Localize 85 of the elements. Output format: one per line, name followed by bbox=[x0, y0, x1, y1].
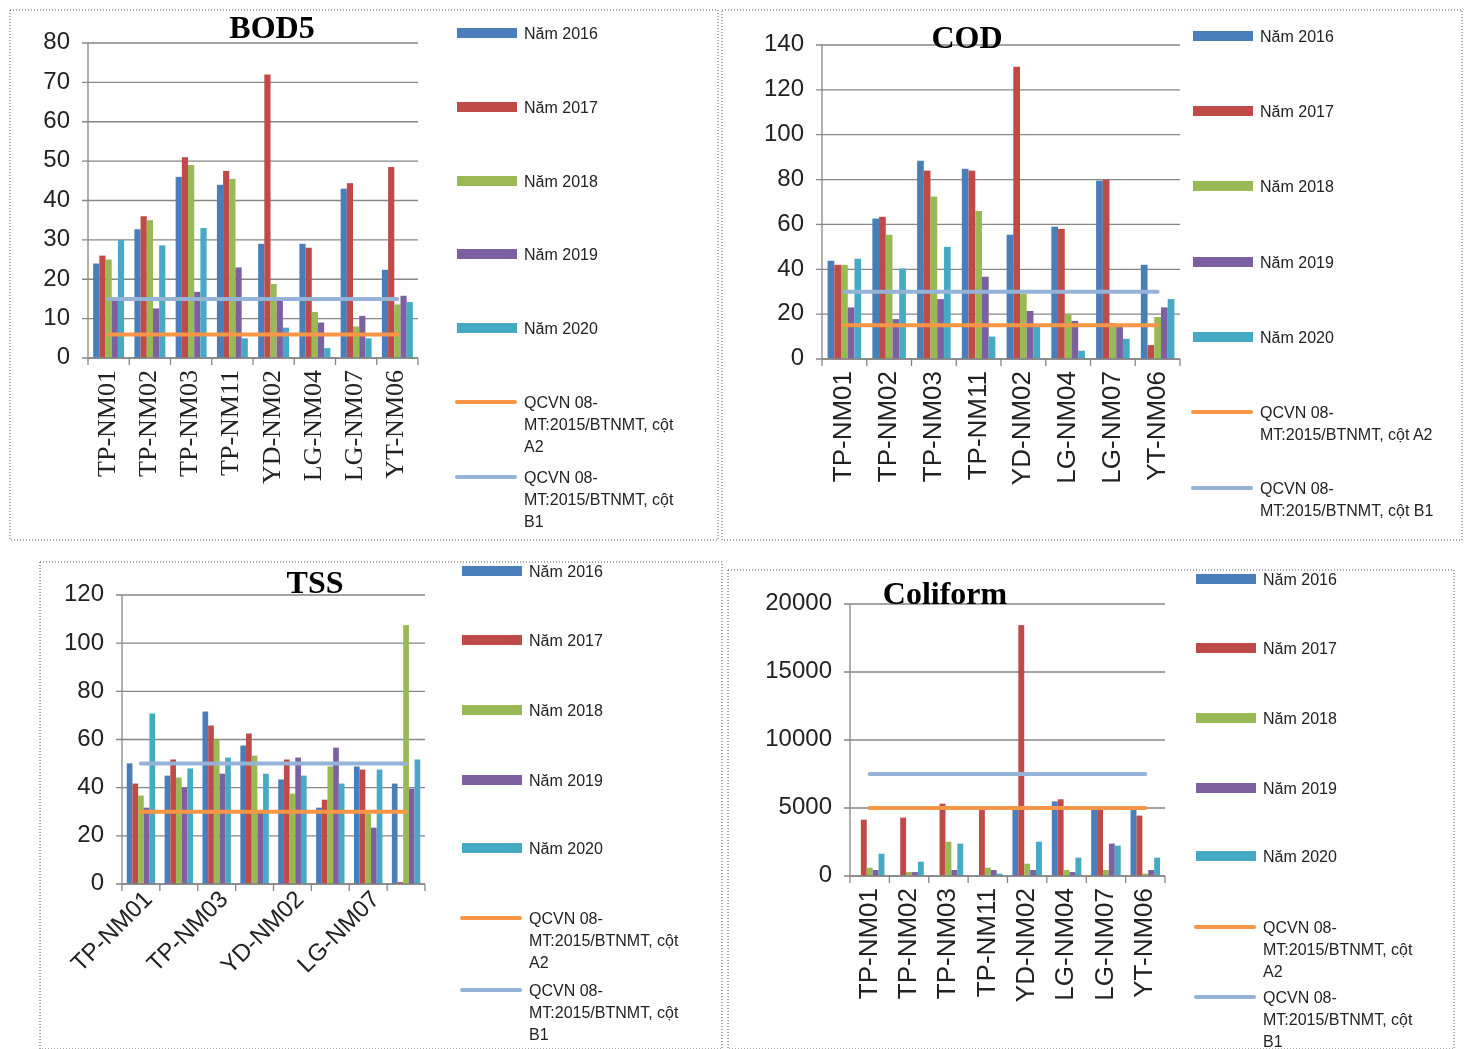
x-tick-label: TP-NM03 bbox=[931, 888, 962, 1000]
y-tick-label: 60 bbox=[77, 723, 104, 751]
x-tick-label: TP-NM01 bbox=[91, 370, 121, 477]
y-tick-label: 80 bbox=[77, 675, 104, 703]
y-tick-label: 0 bbox=[90, 868, 104, 896]
x-tick-label: YT-NM06 bbox=[1128, 888, 1159, 998]
legend-label: QCVN 08-MT:2015/BTNMT, cột A2 bbox=[529, 910, 679, 971]
legend-label: Năm 2017 bbox=[529, 632, 603, 649]
x-tick-label: TP-NM03 bbox=[916, 371, 947, 483]
legend-label: Năm 2018 bbox=[529, 702, 603, 719]
y-tick-label: 10 bbox=[43, 302, 70, 330]
x-tick-label: TP-NM01 bbox=[852, 888, 883, 1000]
legend-label: QCVN 08-MT:2015/BTNMT, cột A2 bbox=[1263, 919, 1413, 980]
x-tick-label: TP-NM03 bbox=[174, 370, 204, 477]
x-tick-label: TP-NM11 bbox=[961, 371, 992, 481]
legend-label: Năm 2016 bbox=[1260, 28, 1334, 45]
legend-label: QCVN 08-MT:2015/BTNMT, cột B1 bbox=[1263, 989, 1413, 1049]
x-tick-label: YD-NM02 bbox=[1010, 888, 1041, 1003]
y-tick-label: 60 bbox=[43, 106, 70, 134]
y-tick-label: 120 bbox=[63, 579, 104, 607]
y-tick-label: 100 bbox=[763, 119, 804, 147]
y-tick-label: 80 bbox=[43, 27, 70, 55]
x-tick-label: TP-NM11 bbox=[970, 888, 1001, 998]
y-tick-label: 120 bbox=[763, 74, 804, 102]
x-tick-label: LG-NM04 bbox=[297, 370, 327, 482]
x-tick-label: TP-NM01 bbox=[827, 371, 858, 483]
y-tick-label: 10000 bbox=[765, 724, 832, 752]
y-tick-label: 20 bbox=[777, 298, 804, 326]
y-tick-label: 5000 bbox=[778, 792, 832, 820]
x-tick-label: LG-NM04 bbox=[1049, 888, 1080, 1001]
x-tick-label: TP-NM11 bbox=[215, 370, 245, 476]
y-tick-label: 20 bbox=[43, 263, 70, 291]
x-tick-label: TP-NM02 bbox=[872, 371, 902, 483]
legend-label: Năm 2019 bbox=[524, 246, 598, 263]
y-tick-label: 0 bbox=[818, 860, 832, 888]
legend-label: Năm 2020 bbox=[1263, 848, 1337, 865]
legend-label: Năm 2020 bbox=[529, 840, 603, 857]
legend-label: Năm 2019 bbox=[529, 772, 603, 789]
x-tick-label: YD-NM02 bbox=[1006, 371, 1037, 486]
x-tick-label: YD-NM02 bbox=[256, 370, 286, 485]
x-tick-label: LG-NM04 bbox=[1051, 371, 1081, 484]
legend-label: Năm 2018 bbox=[1260, 178, 1334, 195]
chart-title: COD bbox=[931, 19, 1003, 55]
y-tick-label: 40 bbox=[43, 184, 70, 212]
legend-label: QCVN 08-MT:2015/BTNMT, cột A2 bbox=[524, 394, 674, 455]
y-tick-label: 60 bbox=[777, 208, 804, 236]
y-tick-label: 15000 bbox=[765, 656, 832, 684]
legend-label: Năm 2018 bbox=[1263, 710, 1337, 727]
y-tick-label: 20000 bbox=[765, 588, 832, 616]
y-tick-label: 40 bbox=[77, 772, 104, 800]
chart-title: TSS bbox=[286, 564, 344, 600]
y-tick-label: 20 bbox=[77, 820, 104, 848]
x-tick-label: TP-NM02 bbox=[132, 370, 162, 477]
legend-label: QCVN 08-MT:2015/BTNMT, cột B1 bbox=[1260, 480, 1434, 519]
x-tick-label: LG-NM07 bbox=[339, 370, 369, 482]
legend-label: Năm 2019 bbox=[1263, 780, 1337, 797]
legend-label: Năm 2016 bbox=[529, 563, 603, 580]
chart-title: Coliform bbox=[882, 575, 1008, 611]
x-tick-label: YT-NM06 bbox=[1140, 371, 1171, 481]
y-tick-label: 40 bbox=[777, 253, 804, 281]
legend-label: Năm 2020 bbox=[524, 320, 598, 337]
legend-label: Năm 2016 bbox=[524, 25, 598, 42]
x-tick-label: TP-NM02 bbox=[891, 888, 922, 1000]
legend-label: Năm 2019 bbox=[1260, 254, 1334, 271]
x-tick-label: YT-NM06 bbox=[380, 370, 410, 479]
legend-label: QCVN 08-MT:2015/BTNMT, cột B1 bbox=[529, 982, 679, 1043]
legend-label: Năm 2016 bbox=[1263, 571, 1337, 588]
y-tick-label: 30 bbox=[43, 224, 70, 252]
legend-label: Năm 2017 bbox=[1263, 640, 1337, 657]
y-tick-label: 0 bbox=[790, 343, 804, 371]
x-tick-label: LG-NM07 bbox=[1095, 371, 1126, 484]
legend-label: QCVN 08-MT:2015/BTNMT, cột B1 bbox=[524, 469, 674, 530]
legend-label: Năm 2017 bbox=[524, 99, 598, 116]
y-tick-label: 100 bbox=[63, 627, 104, 655]
y-tick-label: 50 bbox=[43, 145, 70, 173]
chart-title: BOD5 bbox=[229, 9, 315, 45]
y-tick-label: 70 bbox=[43, 66, 70, 94]
legend-label: Năm 2018 bbox=[524, 173, 598, 190]
legend-label: Năm 2020 bbox=[1260, 329, 1334, 346]
y-tick-label: 0 bbox=[56, 342, 70, 370]
x-tick-label: LG-NM07 bbox=[1088, 888, 1119, 1001]
y-tick-label: 140 bbox=[763, 29, 804, 57]
legend-label: Năm 2017 bbox=[1260, 103, 1334, 120]
legend-label: QCVN 08-MT:2015/BTNMT, cột A2 bbox=[1260, 404, 1433, 443]
y-tick-label: 80 bbox=[777, 163, 804, 191]
